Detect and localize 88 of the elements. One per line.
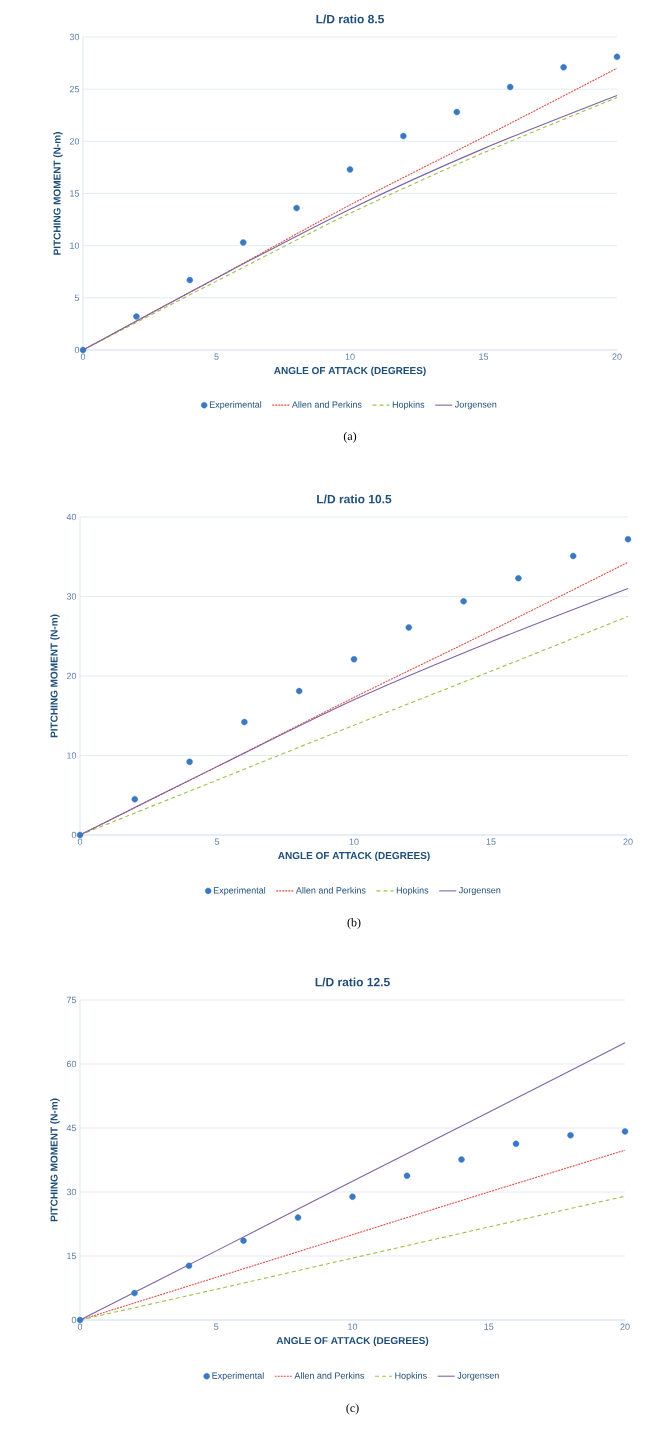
y-tick-label: 0	[71, 1316, 77, 1324]
point	[186, 276, 193, 284]
point	[621, 1128, 629, 1135]
legend-label: Hopkins	[392, 401, 425, 410]
point	[507, 83, 514, 91]
chart-title: L/D ratio 12.5	[315, 977, 390, 987]
point	[624, 536, 632, 543]
point	[185, 1262, 193, 1270]
point	[241, 718, 248, 726]
y-tick-label: 40	[66, 513, 77, 521]
y-axis-title: PITCHING MOMENT (N-m)	[50, 614, 60, 738]
x-tick-label: 5	[214, 1323, 219, 1330]
x-tick-label: 20	[612, 353, 622, 360]
x-tick-label: 0	[80, 353, 86, 360]
point	[133, 313, 140, 320]
point	[460, 598, 467, 605]
x-tick-label: 20	[623, 838, 633, 845]
y-tick-label: 75	[66, 996, 77, 1004]
chart-title: L/D ratio 8.5	[316, 14, 384, 24]
x-tick-label: 10	[348, 1323, 358, 1330]
x-tick-label: 10	[345, 353, 355, 360]
point	[186, 758, 193, 766]
point	[570, 552, 577, 560]
point	[512, 1140, 520, 1147]
y-tick-label: 30	[69, 33, 80, 41]
point	[76, 831, 84, 839]
point	[350, 656, 358, 663]
point	[240, 239, 247, 246]
x-tick-label: 15	[486, 838, 496, 845]
point	[560, 64, 567, 71]
point	[294, 1214, 302, 1221]
legend-label: Jorgensen	[458, 887, 501, 896]
y-tick-label: 10	[70, 242, 80, 249]
x-tick-label: 15	[479, 353, 489, 360]
legend-label: Allen and Perkins	[291, 401, 362, 408]
legend-label: Hopkins	[396, 886, 429, 896]
point	[453, 108, 460, 116]
legend-label: Jorgensen	[454, 401, 497, 410]
y-tick-label: 0	[74, 346, 80, 354]
y-tick-label: 25	[69, 85, 80, 93]
y-tick-label: 0	[71, 831, 77, 839]
point	[131, 796, 138, 803]
x-axis-title: ANGLE OF ATTACK (DEGREES)	[278, 851, 430, 862]
text: (b)	[347, 918, 361, 929]
x-tick-label: 20	[620, 1323, 630, 1330]
legend-label: Jorgensen	[457, 1372, 499, 1381]
point	[296, 687, 303, 695]
point	[458, 1156, 465, 1163]
chart-title: L/D ratio 10.5	[317, 494, 392, 504]
x-tick-label: 5	[214, 838, 220, 845]
y-tick-label: 45	[66, 1124, 77, 1132]
y-tick-label: 20	[66, 672, 77, 680]
legend-label: Experimental	[213, 886, 266, 896]
y-tick-label: 30	[66, 1188, 77, 1196]
x-tick-label: 5	[214, 353, 219, 360]
text: (a)	[343, 431, 357, 443]
point	[79, 346, 87, 354]
y-tick-label: 20	[69, 138, 80, 145]
point	[613, 53, 621, 61]
point	[567, 1132, 574, 1139]
legend-label: Hopkins	[395, 1372, 427, 1381]
y-tick-label: 15	[67, 1252, 77, 1260]
y-tick-label: 30	[66, 593, 77, 600]
point	[349, 1193, 356, 1200]
point	[403, 1172, 411, 1179]
y-tick-label: 5	[74, 294, 80, 301]
y-tick-label: 15	[70, 190, 80, 197]
text: (c)	[346, 1403, 359, 1415]
y-tick-label: 60	[66, 1060, 77, 1068]
point	[400, 132, 407, 140]
y-axis-title: PITCHING MOMENT (N-m)	[53, 132, 63, 255]
point	[405, 624, 412, 631]
point	[346, 166, 354, 173]
point	[293, 204, 300, 212]
x-axis-title: ANGLE OF ATTACK (DEGREES)	[274, 366, 426, 377]
point	[515, 575, 522, 582]
x-axis-title: ANGLE OF ATTACK (DEGREES)	[276, 1336, 429, 1347]
point	[240, 1237, 247, 1244]
legend-label: Allen and Perkins	[294, 1372, 365, 1379]
x-tick-label: 10	[349, 838, 359, 845]
x-tick-label: 15	[484, 1323, 494, 1330]
legend-label: Experimental	[212, 1372, 264, 1381]
legend-label: Experimental	[209, 401, 262, 410]
y-axis-title: PITCHING MOMENT (N-m)	[50, 1098, 60, 1222]
point	[76, 1316, 84, 1324]
point	[131, 1289, 138, 1297]
y-tick-label: 10	[67, 752, 77, 759]
legend-label: Allen and Perkins	[295, 886, 366, 894]
